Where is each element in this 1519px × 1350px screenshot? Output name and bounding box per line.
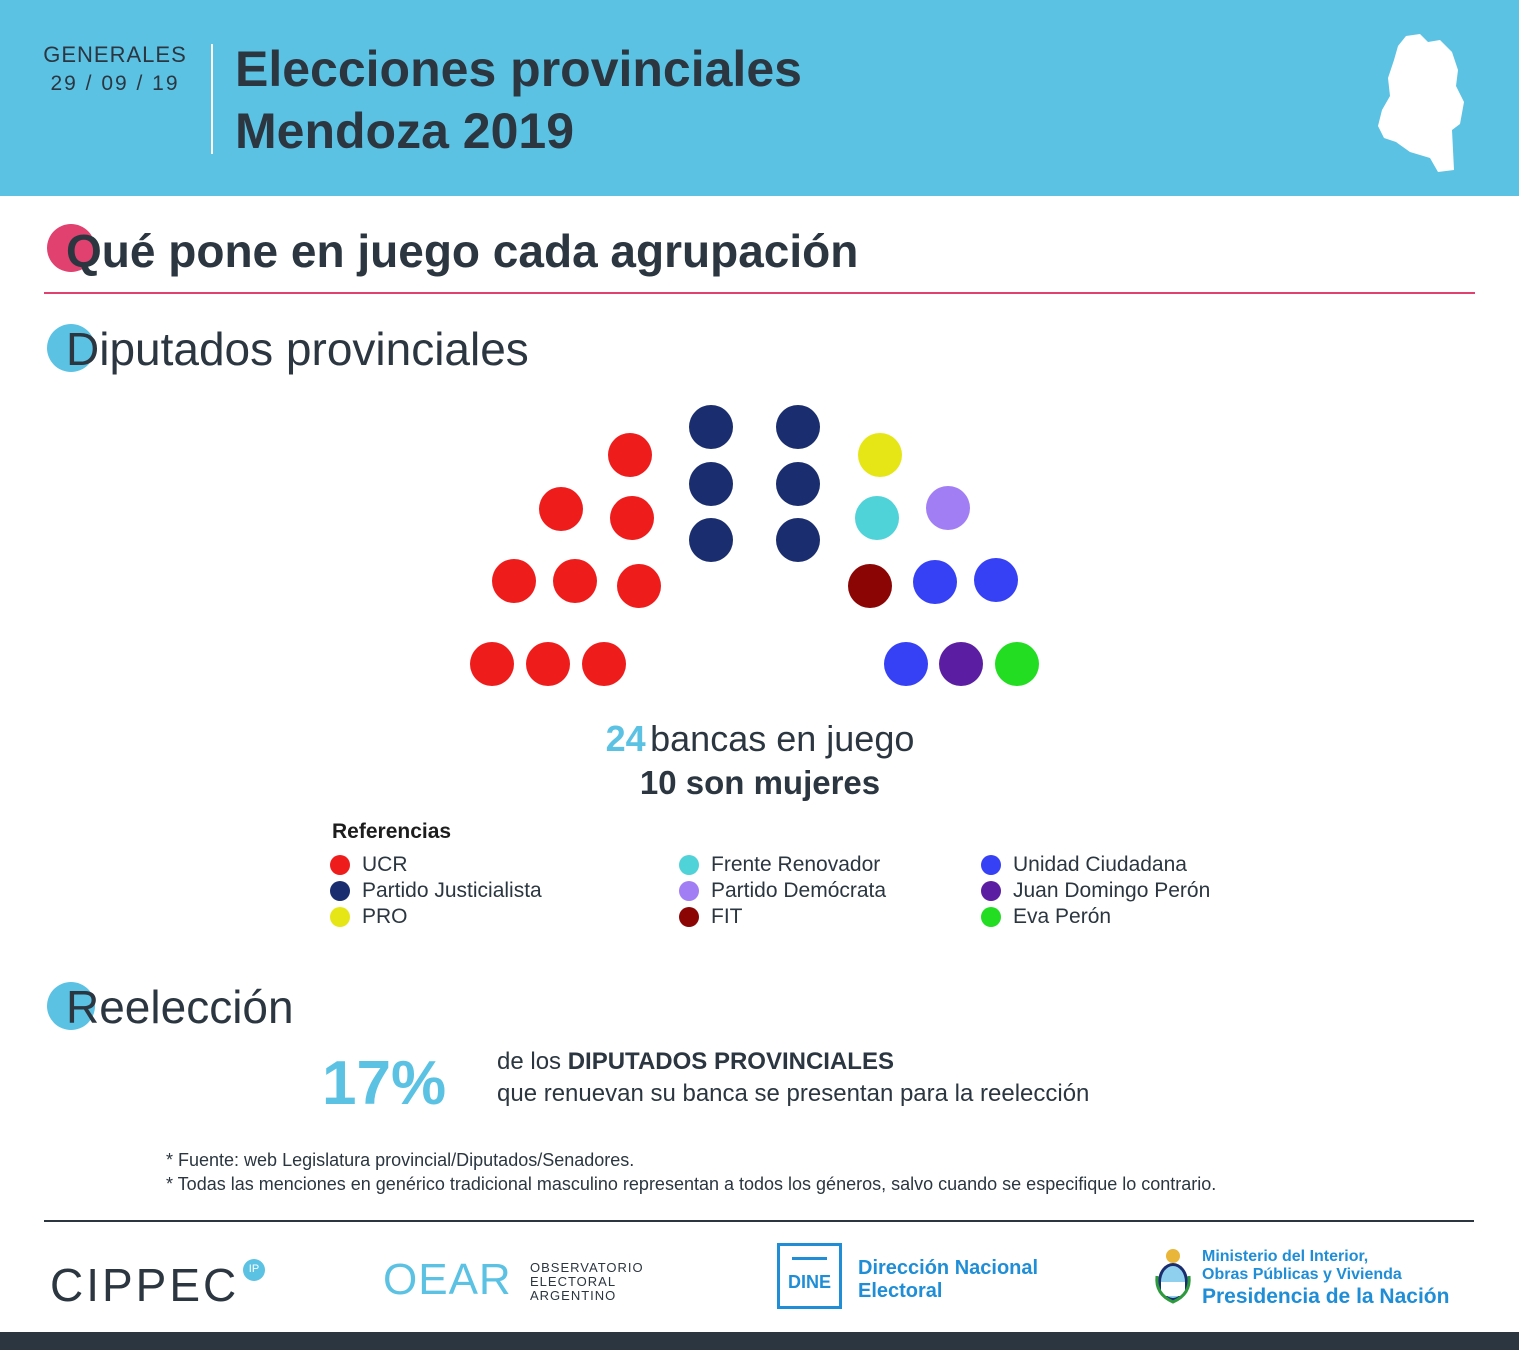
seat-ucr (553, 559, 597, 603)
reeleccion-heading: Reelección (66, 981, 294, 1033)
page-title: Elecciones provinciales Mendoza 2019 (235, 38, 802, 162)
legend-label: FIT (711, 905, 743, 928)
legend-swatch (981, 855, 1001, 875)
seat-juan-domingo-per-n (939, 642, 983, 686)
cippec-badge-icon: IP (243, 1259, 265, 1281)
title-line-2: Mendoza 2019 (235, 103, 575, 159)
ministry-line-1: Ministerio del Interior, (1202, 1248, 1369, 1265)
cippec-logo: CIPPEC (50, 1259, 240, 1311)
national-shield-icon (1155, 1249, 1191, 1304)
seat-unidad-ciudadana (974, 558, 1018, 602)
oear-sub-2: ELECTORAL (530, 1274, 617, 1289)
diputados-heading: Diputados provinciales (66, 323, 529, 375)
seat-partido-dem-crata (926, 486, 970, 530)
legend-label: Frente Renovador (711, 853, 881, 876)
footer-divider (44, 1220, 1474, 1222)
legend-title: Referencias (332, 820, 452, 843)
seat-partido-justicialista (689, 518, 733, 562)
legend-item: Frente Renovador (679, 852, 880, 878)
reeleccion-text-2: que renuevan su banca se presentan para … (497, 1080, 1090, 1107)
legend-swatch (679, 881, 699, 901)
title-line-1: Elecciones provinciales (235, 41, 802, 97)
legend-label: Partido Demócrata (711, 879, 887, 902)
main-heading: Qué pone en juego cada agrupación (66, 225, 859, 277)
legend-item: Partido Demócrata (679, 878, 886, 904)
legend-label: Juan Domingo Perón (1013, 879, 1211, 902)
dine-logo: DINE (777, 1243, 842, 1309)
seat-fit (848, 564, 892, 608)
seat-ucr (617, 564, 661, 608)
seat-pro (858, 433, 902, 477)
legend-item: Unidad Ciudadana (981, 852, 1187, 878)
ministry-line-3: Presidencia de la Nación (1202, 1285, 1450, 1308)
seats-label: bancas en juego (650, 718, 915, 759)
seat-eva-per-n (995, 642, 1039, 686)
seat-ucr (610, 496, 654, 540)
election-type: GENERALES (43, 42, 187, 67)
dine-name-1: Dirección Nacional (858, 1257, 1039, 1279)
legend-label: Partido Justicialista (362, 879, 542, 902)
legend-swatch (330, 907, 350, 927)
seat-ucr (470, 642, 514, 686)
seat-ucr (608, 433, 652, 477)
legend-item: Partido Justicialista (330, 878, 542, 904)
seats-summary: 24 bancas en juego (460, 718, 1060, 760)
seat-unidad-ciudadana (884, 642, 928, 686)
seat-partido-justicialista (689, 462, 733, 506)
header-divider (211, 44, 213, 154)
dine-logo-text: DINE (787, 1272, 831, 1292)
seat-ucr (539, 487, 583, 531)
oear-sub-1: OBSERVATORIO (530, 1260, 644, 1275)
seat-frente-renovador (855, 496, 899, 540)
note-gender: * Todas las menciones en genérico tradic… (166, 1174, 1217, 1194)
reeleccion-percent: 17% (322, 1049, 447, 1118)
legend-swatch (679, 855, 699, 875)
legend-swatch (679, 907, 699, 927)
oear-logo: OEAR (383, 1255, 512, 1304)
dine-name-2: Electoral (858, 1280, 943, 1302)
seat-partido-justicialista (776, 462, 820, 506)
main-title-bullet (47, 224, 95, 272)
seat-ucr (582, 642, 626, 686)
seat-partido-justicialista (776, 518, 820, 562)
legend-item: Juan Domingo Perón (981, 878, 1210, 904)
legend-item: FIT (679, 904, 743, 930)
legend-swatch (330, 855, 350, 875)
legend-label: PRO (362, 905, 408, 928)
seat-ucr (492, 559, 536, 603)
mendoza-map-icon (1378, 34, 1464, 172)
reeleccion-bold: DIPUTADOS PROVINCIALES (567, 1048, 894, 1075)
diputados-bullet (47, 324, 95, 372)
election-date: 29 / 09 / 19 (50, 72, 180, 95)
legend-item: UCR (330, 852, 408, 878)
oear-sub-3: ARGENTINO (530, 1288, 617, 1303)
legend-label: UCR (362, 853, 408, 876)
legend-swatch (330, 881, 350, 901)
reeleccion-text-1: de los DIPUTADOS PROVINCIALES (497, 1048, 894, 1076)
legend-item: PRO (330, 904, 408, 930)
legend-label: Eva Perón (1013, 905, 1112, 928)
footer-bar (0, 1332, 1519, 1350)
legend-item: Eva Perón (981, 904, 1111, 930)
seat-unidad-ciudadana (913, 560, 957, 604)
header-banner: GENERALES 29 / 09 / 19 Elecciones provin… (0, 0, 1519, 196)
women-summary: 10 son mujeres (639, 764, 881, 801)
ministry-line-2: Obras Públicas y Vivienda (1202, 1266, 1402, 1283)
legend-swatch (981, 907, 1001, 927)
reeleccion-prefix: de los (497, 1048, 562, 1075)
legend-label: Unidad Ciudadana (1013, 853, 1187, 876)
section-divider (44, 292, 1475, 294)
reeleccion-bullet (47, 982, 95, 1030)
seat-ucr (526, 642, 570, 686)
note-source: * Fuente: web Legislatura provincial/Dip… (166, 1150, 635, 1170)
seats-number: 24 (605, 718, 646, 759)
seat-partido-justicialista (776, 405, 820, 449)
dine-bar (792, 1257, 827, 1260)
legend-swatch (981, 881, 1001, 901)
seat-partido-justicialista (689, 405, 733, 449)
